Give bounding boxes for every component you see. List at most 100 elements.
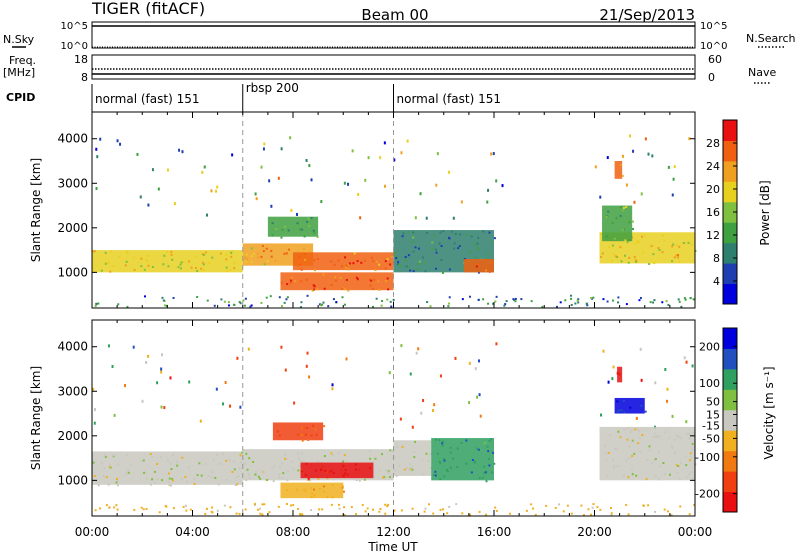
data-cell [321,508,324,511]
data-cell [233,262,236,265]
data-cell [259,507,262,510]
data-cell [270,204,273,208]
data-cell [602,298,605,301]
data-cell [320,200,323,204]
echo-region [599,426,695,481]
data-cell [477,298,480,301]
data-cell [335,301,338,304]
data-cell [142,459,145,462]
data-cell [292,504,295,507]
data-cell [634,428,637,431]
data-cell [448,296,451,299]
data-cell [684,455,687,458]
data-cell [490,471,493,474]
data-cell [126,252,129,255]
data-cell [415,267,418,270]
data-cell [615,448,618,451]
data-cell [94,509,97,512]
data-cell [180,267,183,270]
data-cell [277,505,280,508]
data-cell [257,256,260,259]
data-cell [677,298,680,301]
data-cell [461,298,464,301]
data-cell [143,471,146,474]
data-cell [125,260,128,263]
data-cell [301,228,304,231]
data-cell [430,466,433,469]
data-cell [621,154,624,158]
data-cell [356,260,359,263]
data-cell [476,242,479,245]
data-cell [133,256,136,259]
data-cell [248,472,251,475]
data-cell [221,402,224,406]
data-cell [654,474,657,477]
data-cell [310,216,313,219]
data-cell [205,507,208,510]
data-cell [409,463,412,466]
data-cell [592,503,595,506]
data-cell [225,459,228,462]
data-cell [394,456,397,459]
data-cell [459,233,462,236]
data-cell [104,251,107,254]
data-cell [179,263,182,266]
data-cell [188,260,191,263]
data-cell [140,506,143,509]
data-cell [151,168,154,172]
data-cell [149,483,152,486]
data-cell [245,253,248,256]
data-cell [426,301,429,304]
colorbar-swatch [723,430,737,452]
data-cell [297,433,300,436]
data-cell [617,430,620,433]
data-cell [307,439,310,442]
data-cell [448,236,451,239]
data-cell [607,210,610,213]
data-cell [452,247,455,250]
data-cell [662,462,665,465]
data-cell [679,505,682,508]
data-cell [482,298,485,301]
data-cell [217,483,220,486]
data-cell [314,428,317,431]
data-cell [653,459,656,462]
data-cell [570,303,573,306]
colorbar-tick-label: 24 [706,160,720,173]
colorbar-swatch [723,471,737,493]
data-cell [105,476,108,479]
data-cell [400,344,403,348]
data-cell [351,149,354,153]
data-cell [599,508,602,511]
data-cell [600,255,603,258]
data-cell [347,263,350,266]
data-cell [616,410,619,413]
data-cell [151,455,154,458]
data-cell [173,202,176,206]
data-cell [627,513,630,516]
data-cell [210,189,213,193]
data-cell [610,507,613,510]
data-cell [99,137,102,141]
data-cell [590,513,593,516]
data-cell [99,507,102,510]
data-cell [313,231,316,234]
data-cell [468,295,471,298]
colorbar-tick-label: 100 [699,377,720,390]
data-cell [675,464,678,467]
data-cell [404,256,407,259]
data-cell [413,451,416,454]
data-cell [146,254,149,257]
data-cell [322,273,325,276]
data-cell [619,246,622,249]
data-cell [688,513,691,516]
time-axis-ticks: 00:00 04:00 08:00 12:00 16:00 20:00 00:00 [75,525,713,539]
data-cell [617,301,620,304]
data-cell [215,189,218,193]
data-cell [334,276,337,279]
data-cell [178,148,181,152]
data-cell [501,184,504,188]
data-cell [218,462,221,465]
data-cell [305,462,308,465]
data-cell [126,305,129,308]
